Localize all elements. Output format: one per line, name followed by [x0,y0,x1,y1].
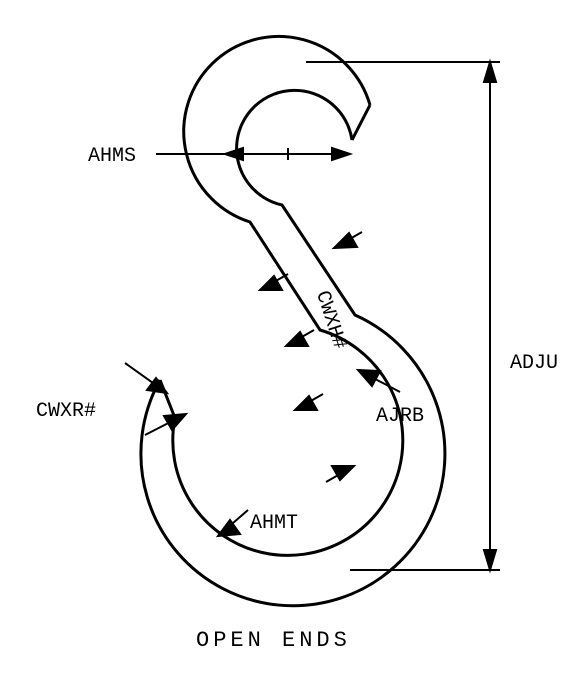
adju-label: ADJU [510,352,558,375]
caption: OPEN ENDS [196,628,351,653]
cwxr-label: CWXR# [36,400,96,423]
ajrb-label: AJRB [376,405,424,428]
ahms-label: AHMS [88,145,136,168]
s-hook-svg [0,0,588,668]
ahmt-label: AHMT [250,512,298,535]
cwxr-leader [125,363,186,435]
s-hook-diagram: AHMS CWXR# CWXH# AJRB AHMT ADJU OPEN END… [0,0,588,668]
